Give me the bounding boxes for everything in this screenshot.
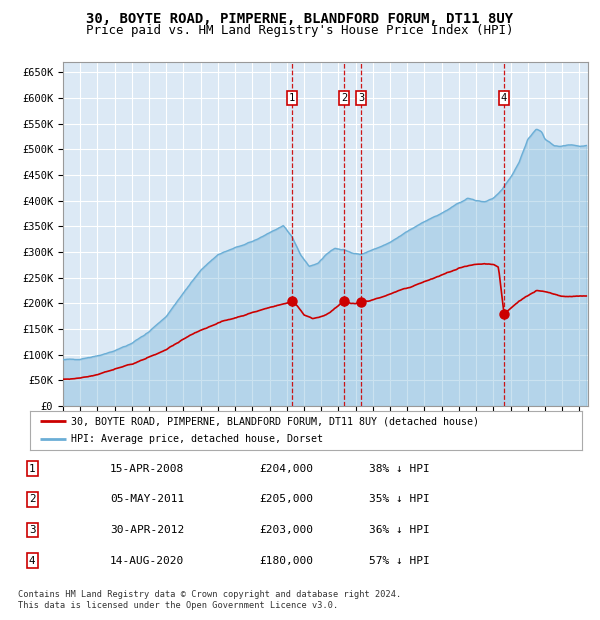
Text: 30, BOYTE ROAD, PIMPERNE, BLANDFORD FORUM, DT11 8UY: 30, BOYTE ROAD, PIMPERNE, BLANDFORD FORU… <box>86 12 514 27</box>
Text: 35% ↓ HPI: 35% ↓ HPI <box>369 494 430 504</box>
Text: £204,000: £204,000 <box>260 464 314 474</box>
Text: 4: 4 <box>29 556 35 565</box>
Text: 38% ↓ HPI: 38% ↓ HPI <box>369 464 430 474</box>
Text: 30, BOYTE ROAD, PIMPERNE, BLANDFORD FORUM, DT11 8UY (detached house): 30, BOYTE ROAD, PIMPERNE, BLANDFORD FORU… <box>71 417 479 427</box>
Text: £205,000: £205,000 <box>260 494 314 504</box>
Text: HPI: Average price, detached house, Dorset: HPI: Average price, detached house, Dors… <box>71 434 323 444</box>
Text: 05-MAY-2011: 05-MAY-2011 <box>110 494 184 504</box>
Text: 3: 3 <box>29 525 35 535</box>
Text: 14-AUG-2020: 14-AUG-2020 <box>110 556 184 565</box>
Text: 15-APR-2008: 15-APR-2008 <box>110 464 184 474</box>
Text: £203,000: £203,000 <box>260 525 314 535</box>
Text: 1: 1 <box>289 93 295 103</box>
Text: 2: 2 <box>341 93 347 103</box>
Text: Contains HM Land Registry data © Crown copyright and database right 2024.
This d: Contains HM Land Registry data © Crown c… <box>18 590 401 609</box>
Text: 1: 1 <box>29 464 35 474</box>
Text: 30-APR-2012: 30-APR-2012 <box>110 525 184 535</box>
Text: 3: 3 <box>358 93 364 103</box>
Text: 4: 4 <box>501 93 507 103</box>
Text: 2: 2 <box>29 494 35 504</box>
Text: 57% ↓ HPI: 57% ↓ HPI <box>369 556 430 565</box>
Text: Price paid vs. HM Land Registry's House Price Index (HPI): Price paid vs. HM Land Registry's House … <box>86 24 514 37</box>
Text: £180,000: £180,000 <box>260 556 314 565</box>
Text: 36% ↓ HPI: 36% ↓ HPI <box>369 525 430 535</box>
